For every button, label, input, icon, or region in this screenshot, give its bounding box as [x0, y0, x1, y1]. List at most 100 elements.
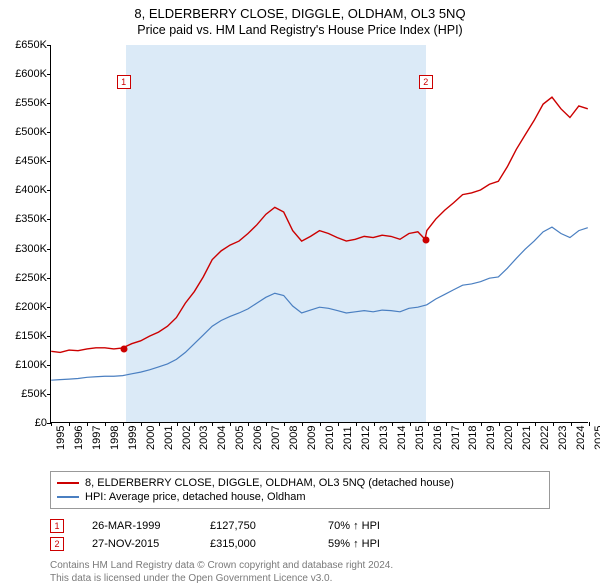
y-axis-label: £200K — [3, 301, 47, 313]
data-point-row: 2 27-NOV-2015 £315,000 59% ↑ HPI — [50, 535, 600, 553]
x-axis-tick — [410, 422, 411, 426]
x-axis-tick — [571, 422, 572, 426]
y-axis-tick — [47, 219, 51, 220]
y-axis-tick — [47, 336, 51, 337]
x-axis-label: 1997 — [91, 426, 103, 450]
chart-title: 8, ELDERBERRY CLOSE, DIGGLE, OLDHAM, OL3… — [0, 6, 600, 21]
series-line-price_paid — [51, 97, 588, 352]
y-axis-label: £300K — [3, 243, 47, 255]
y-axis-tick — [47, 365, 51, 366]
chart-subtitle: Price paid vs. HM Land Registry's House … — [0, 23, 600, 37]
point-date: 27-NOV-2015 — [92, 538, 182, 550]
x-axis-tick — [499, 422, 500, 426]
x-axis-label: 1999 — [127, 426, 139, 450]
x-axis-tick — [589, 422, 590, 426]
x-axis-tick — [392, 422, 393, 426]
x-axis-tick — [69, 422, 70, 426]
x-axis-tick — [284, 422, 285, 426]
point-pct: 70% ↑ HPI — [328, 520, 418, 532]
x-axis-tick — [374, 422, 375, 426]
y-axis-tick — [47, 190, 51, 191]
y-axis-tick — [47, 132, 51, 133]
y-axis-tick — [47, 278, 51, 279]
x-axis-label: 2003 — [198, 426, 210, 450]
marker-box: 2 — [419, 75, 433, 89]
legend-label: 8, ELDERBERRY CLOSE, DIGGLE, OLDHAM, OL3… — [85, 477, 454, 489]
point-pct: 59% ↑ HPI — [328, 538, 418, 550]
x-axis-label: 2024 — [575, 426, 587, 450]
y-axis-label: £0 — [3, 417, 47, 429]
x-axis-label: 2009 — [306, 426, 318, 450]
y-axis-label: £50K — [3, 388, 47, 400]
legend-label: HPI: Average price, detached house, Oldh… — [85, 491, 306, 503]
data-points-block: 1 26-MAR-1999 £127,750 70% ↑ HPI 2 27-NO… — [50, 517, 600, 553]
y-axis-label: £550K — [3, 97, 47, 109]
x-axis-tick — [446, 422, 447, 426]
x-axis-tick — [302, 422, 303, 426]
x-axis-label: 2023 — [557, 426, 569, 450]
point-price: £315,000 — [210, 538, 300, 550]
x-axis-label: 2020 — [503, 426, 515, 450]
x-axis-tick — [177, 422, 178, 426]
x-axis-label: 1995 — [55, 426, 67, 450]
x-axis-label: 2010 — [324, 426, 336, 450]
x-axis-tick — [266, 422, 267, 426]
x-axis-label: 1996 — [73, 426, 85, 450]
x-axis-tick — [553, 422, 554, 426]
x-axis-tick — [230, 422, 231, 426]
x-axis-label: 2019 — [485, 426, 497, 450]
y-axis-label: £250K — [3, 272, 47, 284]
x-axis-tick — [87, 422, 88, 426]
y-axis-tick — [47, 161, 51, 162]
y-axis-label: £100K — [3, 359, 47, 371]
x-axis-label: 2016 — [432, 426, 444, 450]
x-axis-label: 2005 — [234, 426, 246, 450]
x-axis-tick — [356, 422, 357, 426]
x-axis-tick — [338, 422, 339, 426]
x-axis-tick — [123, 422, 124, 426]
y-axis-label: £450K — [3, 155, 47, 167]
x-axis-label: 2013 — [378, 426, 390, 450]
title-block: 8, ELDERBERRY CLOSE, DIGGLE, OLDHAM, OL3… — [0, 0, 600, 37]
x-axis-label: 2011 — [342, 426, 354, 450]
x-axis-tick — [463, 422, 464, 426]
x-axis-label: 2008 — [288, 426, 300, 450]
x-axis-tick — [481, 422, 482, 426]
y-axis-label: £400K — [3, 184, 47, 196]
x-axis-tick — [535, 422, 536, 426]
point-date: 26-MAR-1999 — [92, 520, 182, 532]
legend-item-hpi: HPI: Average price, detached house, Oldh… — [57, 490, 543, 504]
x-axis-tick — [517, 422, 518, 426]
x-axis-label: 2018 — [467, 426, 479, 450]
point-marker-icon: 1 — [50, 519, 64, 533]
x-axis-tick — [105, 422, 106, 426]
x-axis-label: 2004 — [216, 426, 228, 450]
legend-item-price-paid: 8, ELDERBERRY CLOSE, DIGGLE, OLDHAM, OL3… — [57, 476, 543, 490]
x-axis-label: 1998 — [109, 426, 121, 450]
x-axis-label: 2015 — [414, 426, 426, 450]
x-axis-label: 2007 — [270, 426, 282, 450]
y-axis-label: £650K — [3, 39, 47, 51]
x-axis-tick — [159, 422, 160, 426]
marker-box: 1 — [117, 75, 131, 89]
x-axis-label: 2012 — [360, 426, 372, 450]
legend-swatch — [57, 482, 79, 484]
x-axis-label: 2006 — [252, 426, 264, 450]
footer: Contains HM Land Registry data © Crown c… — [50, 559, 600, 585]
x-axis-label: 2014 — [396, 426, 408, 450]
x-axis-tick — [194, 422, 195, 426]
legend: 8, ELDERBERRY CLOSE, DIGGLE, OLDHAM, OL3… — [50, 471, 550, 509]
chart-lines-svg — [51, 45, 588, 422]
x-axis-label: 2025 — [593, 426, 600, 450]
footer-line: Contains HM Land Registry data © Crown c… — [50, 559, 600, 572]
marker-dot — [422, 236, 429, 243]
y-axis-label: £150K — [3, 330, 47, 342]
y-axis-tick — [47, 249, 51, 250]
y-axis-label: £350K — [3, 213, 47, 225]
legend-swatch — [57, 496, 79, 498]
y-axis-tick — [47, 103, 51, 104]
y-axis-tick — [47, 394, 51, 395]
point-price: £127,750 — [210, 520, 300, 532]
footer-line: This data is licensed under the Open Gov… — [50, 572, 600, 585]
x-axis-label: 2017 — [450, 426, 462, 450]
